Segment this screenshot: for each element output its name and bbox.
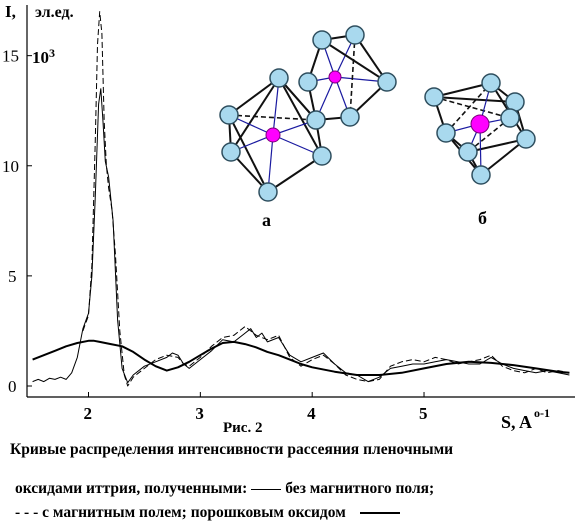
series-line-thin-solid (32, 88, 570, 384)
cluster-atom (219, 105, 239, 125)
cluster-center-atom (328, 70, 342, 84)
cluster-atom (269, 68, 289, 88)
y-tick-label: 0 (8, 377, 17, 396)
cluster-center-atom (265, 127, 281, 143)
cluster-atom (458, 142, 478, 162)
caption-line-2-end: без магнитного поля; (285, 480, 435, 497)
cluster-atom (436, 123, 456, 143)
y-axis-label: I, (5, 2, 16, 21)
x-tick-label: 5 (419, 404, 428, 423)
cluster-bond (230, 77, 280, 153)
caption-line-2-start: оксидами иттрия, полученными: (15, 480, 248, 497)
cluster-atom (500, 108, 520, 128)
cluster-atom (424, 87, 444, 107)
caption-line-3-text: - - - с магнитным полем; порошковым окси… (15, 504, 346, 521)
y-axis-multiplier: 103 (32, 46, 55, 67)
y-tick-label: 5 (8, 267, 17, 286)
inset-a-cluster (219, 25, 397, 202)
cluster-bond (321, 39, 388, 83)
cluster-bond (228, 114, 269, 193)
caption-line-3: - - - с магнитным полем; порошковым окси… (15, 504, 404, 522)
cluster-bond-dashed (445, 82, 492, 134)
cluster-bond (267, 155, 323, 193)
caption-line-2: оксидами иттрия, полученными: без магнитн… (15, 480, 434, 498)
cluster-atom (312, 30, 332, 50)
cluster-atom (505, 92, 525, 112)
cluster-atom (516, 129, 536, 149)
cluster-bond (278, 77, 323, 157)
legend-solid-thin (251, 488, 282, 490)
cluster-atom (258, 182, 278, 202)
cluster-atom (481, 73, 501, 93)
x-tick-label: 3 (195, 404, 204, 423)
x-tick-label: 4 (307, 404, 316, 423)
series-line-thick-solid (32, 339, 570, 376)
cluster-atom (340, 107, 360, 127)
cluster-center-atom (470, 114, 490, 134)
y-axis-unit: эл.ед. (35, 4, 74, 21)
series-line-dashed (82, 11, 570, 387)
cluster-atom (377, 72, 397, 92)
inset-b-label: б (478, 208, 487, 228)
y-tick-label: 15 (2, 47, 19, 66)
cluster-bond-dashed (433, 96, 511, 119)
series-layer (32, 11, 570, 387)
cluster-bond (433, 82, 492, 98)
y-tick-label: 10 (2, 157, 19, 176)
legend-solid-thick (359, 512, 400, 515)
cluster-bond-dashed (228, 114, 317, 121)
figure-label: Рис. 2 (223, 420, 262, 436)
cluster-bond (228, 77, 280, 116)
cluster-atom (298, 72, 318, 92)
axis-ticks: 2 3 4 5 0 5 10 15 (2, 47, 428, 423)
x-tick-label: 2 (84, 404, 93, 423)
cluster-atom (312, 146, 332, 166)
caption-line-1: Кривые распределения интенсивности рассе… (10, 441, 454, 458)
inset-a-label: а (262, 210, 271, 230)
cluster-atom (306, 110, 326, 130)
cluster-bond-dashed (349, 34, 356, 118)
cluster-atom (345, 25, 365, 45)
cluster-bond (467, 138, 527, 153)
cluster-atom (221, 142, 241, 162)
inset-b-cluster (424, 73, 536, 185)
cluster-atom (471, 165, 491, 185)
